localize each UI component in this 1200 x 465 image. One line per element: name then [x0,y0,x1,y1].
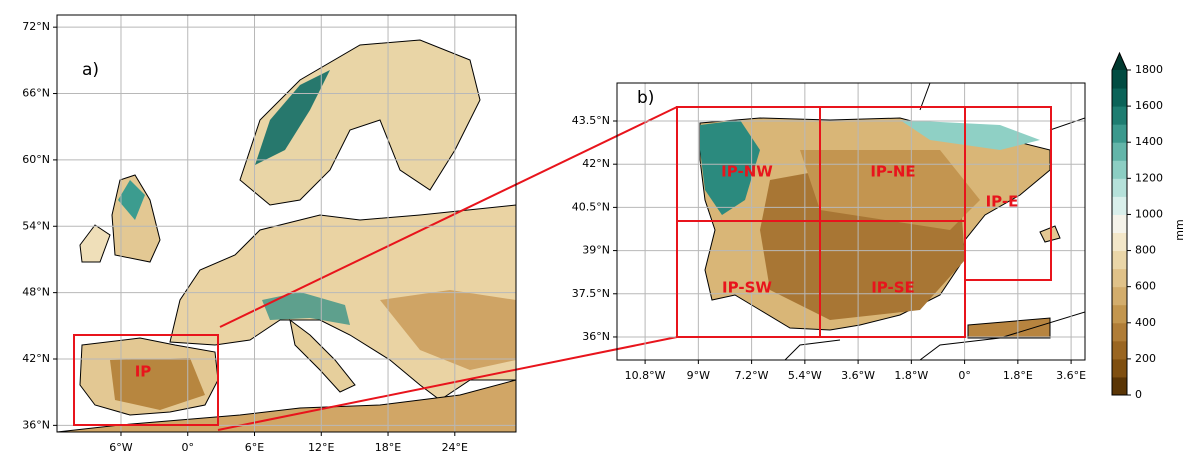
lat-tick-label: 48°N [22,286,50,299]
colorbar-band [1112,142,1127,161]
colorbar-tick-label: 1200 [1135,171,1163,184]
lon-tick-label: 1.8°W [894,369,928,382]
region-label: IP-NW [721,163,773,181]
lon-tick-label: 18°E [375,441,401,454]
lat-tick-label: 72°N [22,20,50,33]
lon-tick-label: 9°W [687,369,710,382]
colorbar-band [1112,88,1127,107]
colorbar-band [1112,106,1127,125]
region-box [819,220,966,338]
lat-tick-label: 54°N [22,219,50,232]
colorbar-tick-label: 400 [1135,316,1156,329]
colorbar-band [1112,304,1127,324]
colorbar-tick-label: 800 [1135,244,1156,257]
lon-tick-label: 10.8°W [625,369,666,382]
colorbar-tick-label: 1800 [1135,63,1163,76]
region-label: IP-E [986,193,1019,211]
colorbar-band [1112,232,1127,252]
colorbar-band [1112,124,1127,143]
region-label: IP-SW [722,279,772,297]
lon-tick-label: 6°E [245,441,264,454]
colorbar-tick-label: 200 [1135,352,1156,365]
map-a-land [57,15,516,432]
colorbar-tick-label: 1000 [1135,207,1163,220]
lat-tick-label: 42°N [582,157,610,170]
lon-tick-label: 3.6°W [841,369,875,382]
lon-tick-label: 7.2°W [735,369,769,382]
lat-tick-label: 36°N [22,418,50,431]
map-frame [56,14,517,433]
colorbar-tick-label: 1600 [1135,99,1163,112]
lon-tick-label: 0° [181,441,194,454]
colorbar-band [1112,286,1127,306]
lon-tick-label: 0° [958,369,971,382]
connector [219,106,678,328]
colorbar-tick-label: 0 [1135,388,1142,401]
colorbar-band [1112,376,1127,396]
colorbar-band [1112,250,1127,270]
map-frame [616,82,1086,361]
lat-tick-label: 66°N [22,87,50,100]
overlay: 72°N 66°N 60°N 54°N 48°N 42°N 36°N 6°W 0° 6°E 12°E… [22,14,1163,454]
colorbar-band [1112,268,1127,288]
lon-tick-label: 24°E [442,441,468,454]
colorbar-unit: mm [1173,219,1186,240]
panel-label: b) [637,88,654,108]
colorbar-band [1112,214,1127,233]
region-box [964,106,1052,281]
lat-tick-label: 37.5°N [572,287,610,300]
lat-tick-label: 40.5°N [572,200,610,213]
lat-tick-label: 43.5°N [572,114,610,127]
panel-label: a) [82,60,99,80]
colorbar-band [1112,178,1127,197]
region-label: IP-SE [871,279,915,297]
colorbar-band [1112,322,1127,342]
region-label: IP [135,363,152,381]
region-box [73,334,219,426]
colorbar-band [1112,160,1127,179]
colorbar-band [1112,196,1127,215]
connector [217,336,678,431]
lon-tick-label: 5.4°W [788,369,822,382]
lat-tick-label: 36°N [582,330,610,343]
lat-tick-label: 60°N [22,153,50,166]
region-label: IP-NE [870,163,915,181]
lon-tick-label: 6°W [109,441,132,454]
lon-tick-label: 3.6°E [1056,369,1086,382]
colorbar-extend [1112,53,1127,70]
colorbar-frame [1111,51,1128,396]
colorbar-band [1112,358,1127,378]
lat-tick-label: 39°N [582,244,610,257]
colorbar-tick-label: 1400 [1135,135,1163,148]
colorbar-band [1112,340,1127,360]
colorbar-band [1112,70,1127,89]
colorbar-tick-label: 600 [1135,280,1156,293]
lon-tick-label: 1.8°E [1003,369,1033,382]
lon-tick-label: 12°E [308,441,334,454]
lat-tick-label: 42°N [22,352,50,365]
